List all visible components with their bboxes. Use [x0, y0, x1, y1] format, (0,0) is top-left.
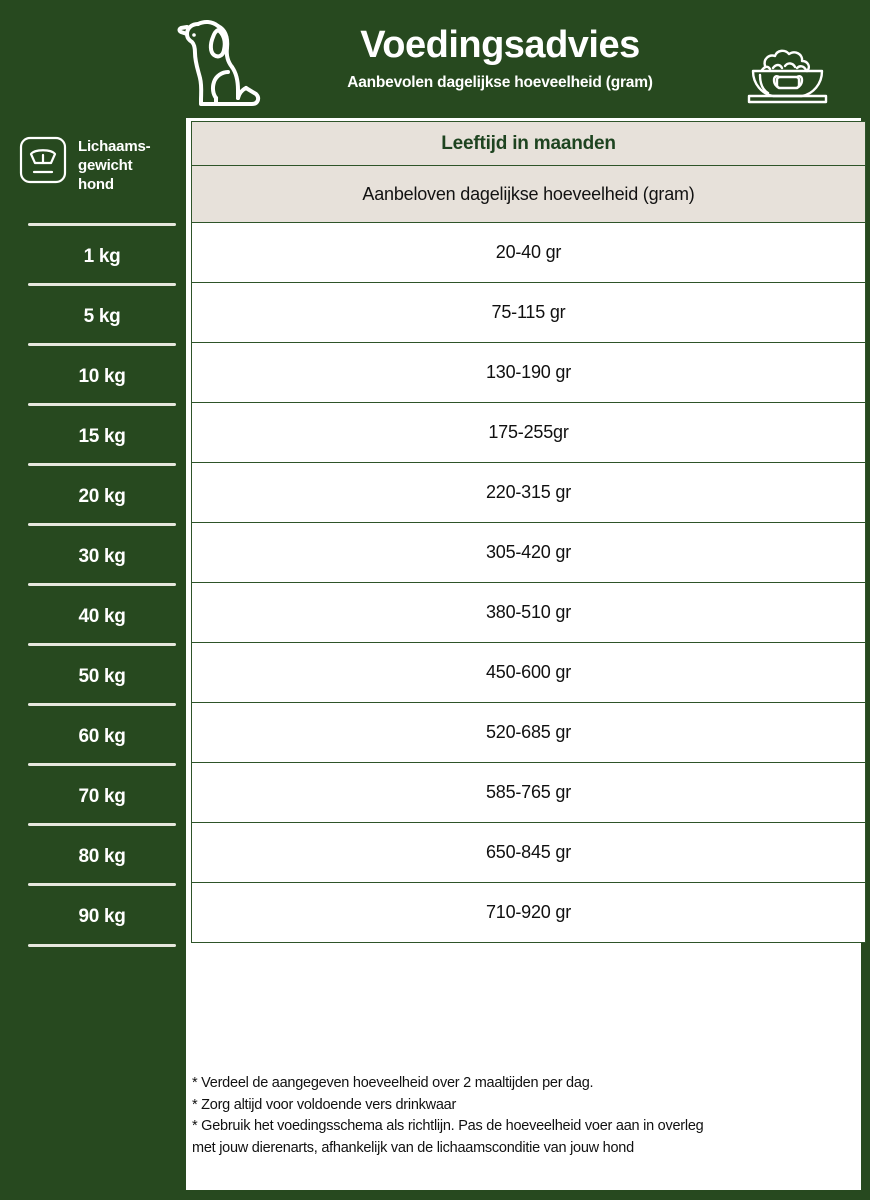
weight-row: 1 kg — [28, 227, 176, 287]
amount-cell: 650-845 gr — [191, 822, 866, 883]
amount-cell: 710-920 gr — [191, 882, 866, 943]
table-row: 380-510 gr — [191, 582, 866, 643]
amount-cell: 220-315 gr — [191, 462, 866, 523]
amount-cell: 20-40 gr — [191, 222, 866, 283]
table-body: 20-40 gr 75-115 gr 130-190 gr 175-255gr … — [191, 222, 866, 943]
table-header-secondary-row: Aanbeloven dagelijkse hoeveelheid (gram) — [191, 165, 866, 223]
table-header-secondary: Aanbeloven dagelijkse hoeveelheid (gram) — [191, 165, 866, 223]
table-row: 710-920 gr — [191, 882, 866, 943]
weight-sidebar: Lichaams- gewicht hond 1 kg 5 kg 10 kg 1… — [0, 118, 186, 1200]
weight-label: 90 kg — [78, 906, 126, 927]
weight-label: 20 kg — [78, 486, 126, 507]
weight-row: 90 kg — [28, 887, 176, 947]
sidebar-header-label: Lichaams- gewicht hond — [78, 138, 151, 193]
table-row: 585-765 gr — [191, 762, 866, 823]
weight-divider — [28, 463, 176, 466]
amount-cell: 130-190 gr — [191, 342, 866, 403]
weight-divider — [28, 283, 176, 286]
weight-row: 60 kg — [28, 707, 176, 767]
amount-cell: 305-420 gr — [191, 522, 866, 583]
weight-label: 50 kg — [78, 666, 126, 687]
weight-divider — [28, 703, 176, 706]
weight-row: 10 kg — [28, 347, 176, 407]
poster-title-block: Voedingsadvies Aanbevolen dagelijkse hoe… — [290, 22, 710, 94]
weight-label: 1 kg — [83, 246, 121, 267]
table-header-primary-row: Leeftijd in maanden — [191, 121, 866, 166]
weight-divider — [28, 343, 176, 346]
page-subtitle: Aanbevolen dagelijkse hoeveelheid (gram) — [347, 74, 653, 91]
table-row: 75-115 gr — [191, 282, 866, 343]
amount-cell: 520-685 gr — [191, 702, 866, 763]
weight-divider — [28, 223, 176, 226]
table-row: 20-40 gr — [191, 222, 866, 283]
table-row: 305-420 gr — [191, 522, 866, 583]
poster-header: Voedingsadvies Aanbevolen dagelijkse hoe… — [0, 0, 870, 118]
weight-label: 5 kg — [83, 306, 121, 327]
weight-row: 15 kg — [28, 407, 176, 467]
weight-row: 5 kg — [28, 287, 176, 347]
footnotes: * Verdeel de aangegeven hoeveelheid over… — [192, 1073, 860, 1159]
weight-label: 60 kg — [78, 726, 126, 747]
weight-scale-icon — [18, 135, 68, 185]
weight-divider — [28, 763, 176, 766]
amount-cell: 585-765 gr — [191, 762, 866, 823]
amount-cell: 175-255gr — [191, 402, 866, 463]
footnote-item: * Zorg altijd voor voldoende vers drinkw… — [192, 1096, 457, 1113]
sidebar-header: Lichaams- gewicht hond — [18, 135, 151, 194]
table-row: 450-600 gr — [191, 642, 866, 703]
footnote-item: * Verdeel de aangegeven hoeveelheid over… — [192, 1075, 594, 1091]
weight-row: 70 kg — [28, 767, 176, 827]
table-row: 520-685 gr — [191, 702, 866, 763]
table-row: 220-315 gr — [191, 462, 866, 523]
weight-divider — [28, 643, 176, 646]
table-row: 130-190 gr — [191, 342, 866, 403]
dog-sitting-icon — [168, 10, 272, 110]
weight-row: 50 kg — [28, 647, 176, 707]
weight-label: 10 kg — [78, 366, 126, 387]
weight-label: 30 kg — [78, 546, 126, 567]
amount-cell: 75-115 gr — [191, 282, 866, 343]
weight-row: 20 kg — [28, 467, 176, 527]
weight-divider — [28, 523, 176, 526]
weight-row: 40 kg — [28, 587, 176, 647]
weight-row: 80 kg — [28, 827, 176, 887]
weight-divider — [28, 883, 176, 886]
feeding-table: Leeftijd in maanden Aanbeloven dagelijks… — [191, 121, 866, 943]
page-title: Voedingsadvies — [360, 24, 640, 66]
table-row: 650-845 gr — [191, 822, 866, 883]
weight-divider — [28, 823, 176, 826]
weight-label: 70 kg — [78, 786, 126, 807]
amount-cell: 450-600 gr — [191, 642, 866, 703]
amount-cell: 380-510 gr — [191, 582, 866, 643]
dog-food-bowl-icon — [735, 44, 840, 106]
weight-label: 15 kg — [78, 426, 126, 447]
table-row: 175-255gr — [191, 402, 866, 463]
weight-row: 30 kg — [28, 527, 176, 587]
weight-label: 80 kg — [78, 846, 126, 867]
weight-divider — [28, 944, 176, 947]
footnote-item: * Gebruik het voedingsschema als richtli… — [192, 1118, 704, 1156]
weight-divider — [28, 403, 176, 406]
weight-label: 40 kg — [78, 606, 126, 627]
table-header-primary: Leeftijd in maanden — [191, 121, 866, 166]
weight-divider — [28, 583, 176, 586]
